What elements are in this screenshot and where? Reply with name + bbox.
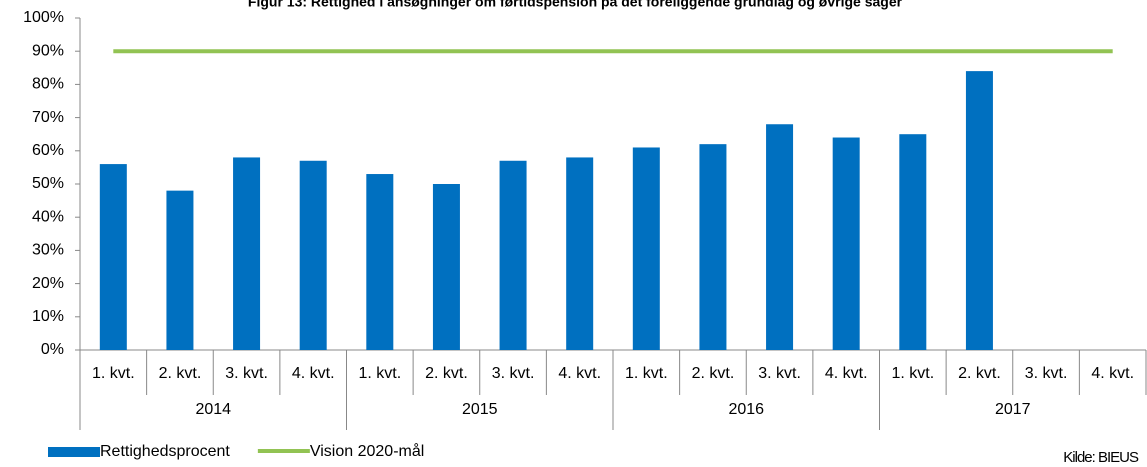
x-group-label: 2015 xyxy=(462,401,498,418)
legend-label: Vision 2020-mål xyxy=(310,442,424,460)
x-group-label: 2014 xyxy=(195,401,231,418)
x-tick-label: 3. kvt. xyxy=(1025,365,1068,382)
bar xyxy=(965,71,993,351)
y-tick-label: 100% xyxy=(23,9,64,26)
x-tick-label: 4. kvt. xyxy=(1091,365,1134,382)
x-tick-label: 1. kvt. xyxy=(358,365,401,382)
bar xyxy=(832,137,860,350)
x-tick-label: 2. kvt. xyxy=(958,365,1001,382)
bar xyxy=(99,164,127,350)
x-tick-label: 1. kvt. xyxy=(625,365,668,382)
x-tick-label: 3. kvt. xyxy=(225,365,268,382)
x-tick-label: 1. kvt. xyxy=(891,365,934,382)
y-tick-label: 90% xyxy=(32,42,64,59)
source: Kilde: BIEUS xyxy=(1063,449,1139,466)
bar xyxy=(299,160,327,350)
y-tick-label: 10% xyxy=(32,308,64,325)
bar xyxy=(366,174,394,350)
y-tick-label: 40% xyxy=(32,208,64,225)
x-group-label: 2016 xyxy=(728,401,764,418)
x-tick-label: 3. kvt. xyxy=(758,365,801,382)
y-tick-label: 20% xyxy=(32,275,64,292)
bar xyxy=(766,124,794,351)
legend-swatch xyxy=(48,447,100,457)
bar xyxy=(699,144,727,350)
y-tick-label: 70% xyxy=(32,109,64,126)
bar xyxy=(166,190,194,350)
chart-title: Figur 13: Rettighed i ansøgninger om før… xyxy=(248,0,903,10)
bar xyxy=(566,157,594,350)
x-tick-label: 1. kvt. xyxy=(92,365,135,382)
y-tick-label: 30% xyxy=(32,242,64,259)
x-group-label: 2017 xyxy=(995,401,1031,418)
x-tick-label: 4. kvt. xyxy=(558,365,601,382)
y-tick-label: 0% xyxy=(41,341,64,358)
x-tick-label: 4. kvt. xyxy=(825,365,868,382)
x-tick-label: 2. kvt. xyxy=(425,365,468,382)
x-tick-label: 4. kvt. xyxy=(292,365,335,382)
x-tick-label: 2. kvt. xyxy=(159,365,202,382)
bar xyxy=(233,157,261,350)
bar xyxy=(432,184,460,350)
bar xyxy=(899,134,927,350)
bar xyxy=(632,147,660,350)
y-tick-label: 60% xyxy=(32,142,64,159)
legend-label: Rettighedsprocent xyxy=(100,443,230,460)
y-tick-label: 50% xyxy=(32,175,64,192)
bar xyxy=(499,160,527,350)
x-tick-label: 2. kvt. xyxy=(692,365,735,382)
x-tick-label: 3. kvt. xyxy=(492,365,535,382)
y-tick-label: 80% xyxy=(32,76,64,93)
